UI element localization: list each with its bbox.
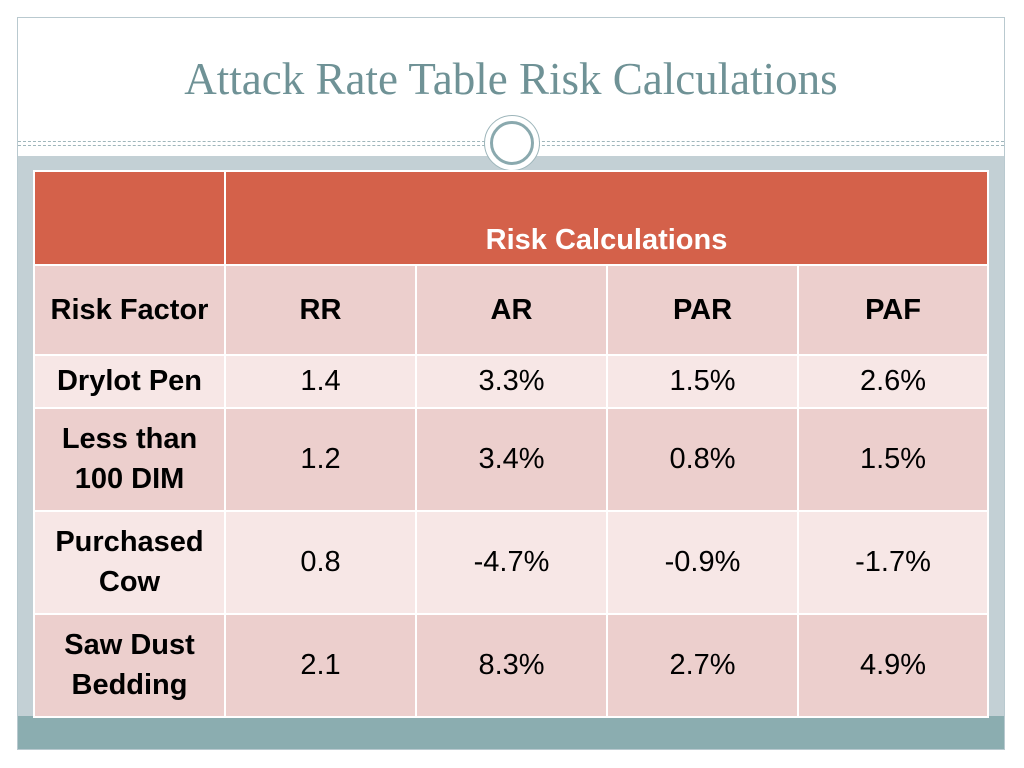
group-header-risk-calculations: Risk Calculations [224, 170, 989, 266]
column-header-ar: AR [415, 264, 608, 356]
par-cell: 1.5% [606, 354, 799, 409]
paf-cell: -1.7% [797, 509, 989, 615]
par-cell: -0.9% [606, 509, 799, 615]
paf-cell: 4.9% [797, 612, 989, 719]
column-header-row: Risk Factor RR AR PAR PAF [33, 264, 989, 356]
risk-factor-cell: Drylot Pen [33, 354, 226, 409]
paf-cell: 2.6% [797, 354, 989, 409]
table-row: Less than 100 DIM 1.2 3.4% 0.8% 1.5% [33, 406, 989, 512]
column-header-par: PAR [606, 264, 799, 356]
empty-header-cell [33, 170, 226, 266]
footer-band [18, 716, 1004, 749]
ar-cell: 8.3% [415, 612, 608, 719]
rr-cell: 0.8 [224, 509, 417, 615]
risk-factor-cell: Saw Dust Bedding [33, 612, 226, 719]
rr-cell: 1.2 [224, 406, 417, 512]
column-header-risk-factor: Risk Factor [33, 264, 226, 356]
table-row: Saw Dust Bedding 2.1 8.3% 2.7% 4.9% [33, 612, 989, 719]
column-header-paf: PAF [797, 264, 989, 356]
par-cell: 0.8% [606, 406, 799, 512]
circle-ornament-icon [484, 115, 540, 171]
table-group-header-row: Risk Calculations [33, 170, 989, 266]
ar-cell: 3.3% [415, 354, 608, 409]
column-header-rr: RR [224, 264, 417, 356]
ar-cell: 3.4% [415, 406, 608, 512]
table-row: Drylot Pen 1.4 3.3% 1.5% 2.6% [33, 354, 989, 409]
risk-factor-cell: Purchased Cow [33, 509, 226, 615]
slide-title: Attack Rate Table Risk Calculations [184, 54, 838, 104]
risk-factor-cell: Less than 100 DIM [33, 406, 226, 512]
table-row: Purchased Cow 0.8 -4.7% -0.9% -1.7% [33, 509, 989, 615]
rr-cell: 1.4 [224, 354, 417, 409]
par-cell: 2.7% [606, 612, 799, 719]
ar-cell: -4.7% [415, 509, 608, 615]
rr-cell: 2.1 [224, 612, 417, 719]
risk-table: Risk Calculations Risk Factor RR AR PAR … [33, 170, 989, 719]
paf-cell: 1.5% [797, 406, 989, 512]
